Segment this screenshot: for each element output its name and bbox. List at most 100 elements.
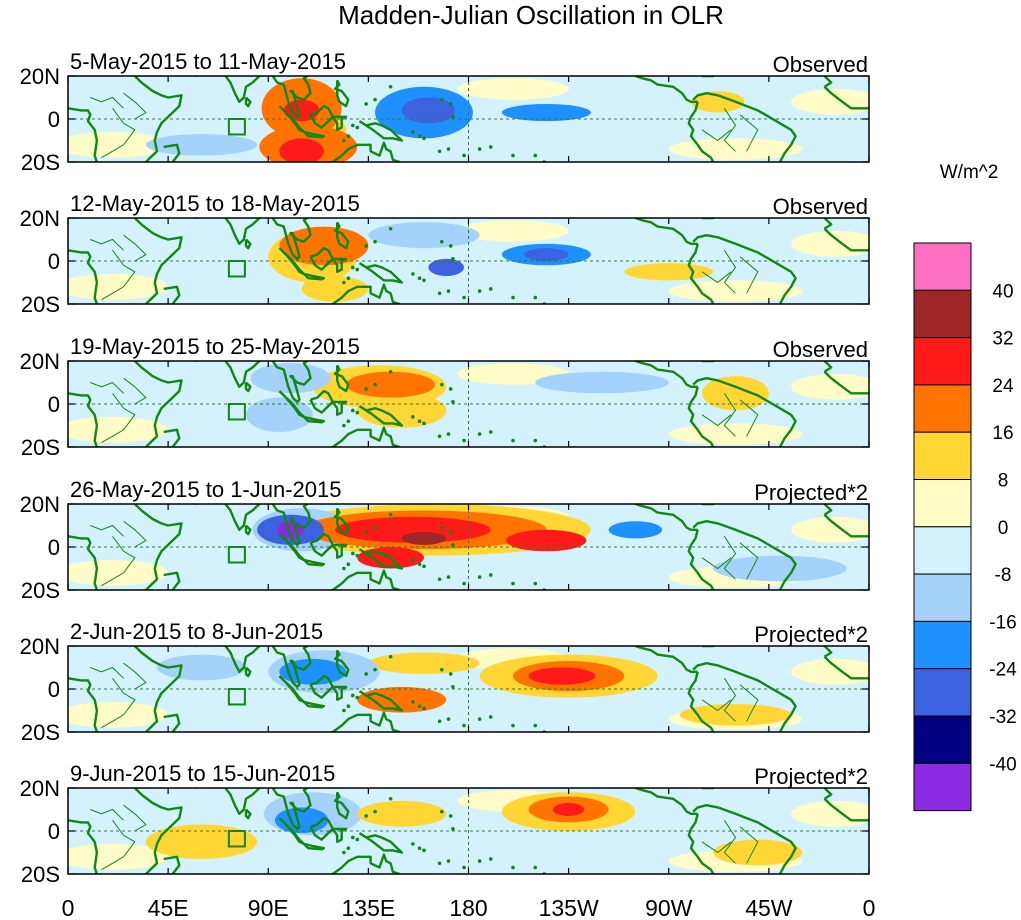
colorbar-label: -8 — [995, 565, 1012, 586]
lon-tick-label: 180 — [449, 895, 487, 920]
colorbar-segment — [913, 431, 972, 481]
anomaly-blob — [506, 529, 587, 552]
colorbar-segment — [913, 526, 972, 575]
panel-date-range: 19-May-2015 to 25-May-2015 — [70, 334, 360, 359]
islands — [342, 369, 546, 447]
anomaly-blob — [535, 371, 669, 394]
anomaly-blob — [346, 371, 436, 398]
colorbar-label: 24 — [992, 376, 1014, 397]
lon-tick-label: 90E — [248, 895, 289, 920]
anomaly-blob — [428, 258, 465, 277]
anomaly-blob — [457, 220, 569, 242]
panel-kind: Projected*2 — [754, 764, 868, 789]
longitude-axis: 0 45E 90E 135E 180 135W 90W 45W 0 — [62, 895, 876, 920]
olr-field — [68, 788, 869, 874]
olr-field — [68, 504, 869, 590]
panel-date-range: 2-Jun-2015 to 8-Jun-2015 — [70, 619, 323, 644]
islands — [342, 654, 546, 732]
colorbar-segment — [913, 337, 972, 386]
anomaly-blob — [713, 555, 847, 582]
lat-label: 20S — [21, 720, 60, 745]
panels-group: 20N 0 20S 5-May-2015 to 11-May-2015 Observed… — [20, 49, 870, 887]
anomaly-blob — [68, 843, 169, 870]
colorbar-segment — [913, 668, 972, 717]
colorbar-label: -32 — [989, 707, 1016, 728]
anomaly-blob — [68, 131, 169, 158]
borders — [90, 804, 759, 871]
borders — [90, 662, 759, 729]
lat-label: 20S — [21, 150, 60, 175]
colorbar-segment — [913, 242, 972, 291]
anomaly-blob — [279, 138, 324, 162]
colorbar-segment — [913, 620, 972, 670]
panel-5: 20N 0 20S 2-Jun-2015 to 8-Jun-2015 Projected… — [20, 619, 870, 745]
lon-tick-label: 0 — [863, 895, 876, 920]
anomaly-blob — [401, 97, 456, 124]
panel-date-range: 9-Jun-2015 to 15-Jun-2015 — [70, 761, 335, 786]
lat-label: 0 — [48, 819, 60, 844]
anomaly-blob — [553, 803, 585, 816]
anomaly-blob — [791, 516, 869, 543]
anomaly-blob — [691, 91, 745, 113]
anomaly-blob — [246, 397, 313, 432]
lon-tick-label: 135E — [342, 895, 396, 920]
anomaly-blob — [145, 134, 258, 156]
panel-date-range: 12-May-2015 to 18-May-2015 — [70, 191, 360, 216]
colorbar-label: 16 — [992, 423, 1013, 444]
colorbar-label: 40 — [992, 281, 1013, 302]
coastlines — [68, 218, 869, 304]
lat-label: 0 — [48, 107, 60, 132]
lon-tick-label: 90W — [645, 895, 693, 920]
anomaly-blob — [68, 701, 169, 728]
borders — [90, 377, 759, 444]
anomaly-blob — [791, 88, 869, 115]
colorbar-label: -24 — [989, 660, 1017, 681]
anomaly-blob — [791, 230, 869, 257]
colorbar-label: -16 — [989, 612, 1016, 633]
islands — [342, 796, 546, 874]
figure-title: Madden-Julian Oscillation in OLR — [338, 0, 724, 30]
lat-label: 20S — [21, 578, 60, 603]
borders — [90, 92, 759, 159]
panel-date-range: 5-May-2015 to 11-May-2015 — [70, 49, 346, 74]
colorbar-segment — [913, 573, 972, 622]
lat-label: 0 — [48, 249, 60, 274]
panel-kind: Projected*2 — [754, 622, 868, 647]
olr-field — [68, 361, 869, 447]
panel-date-range: 26-May-2015 to 1-Jun-2015 — [70, 477, 342, 502]
anomaly-blob — [335, 516, 491, 543]
anomaly-blob — [368, 652, 480, 674]
lat-label: 20N — [20, 492, 60, 517]
panel-kind: Observed — [773, 194, 868, 219]
borders — [90, 234, 759, 301]
olr-field — [68, 76, 869, 162]
anomaly-blob — [608, 521, 663, 539]
lat-label: 20S — [21, 862, 60, 887]
panel-3: 20N 0 20S 19-May-2015 to 25-May-2015 Observe… — [20, 334, 870, 460]
lat-label: 20S — [21, 292, 60, 317]
anomaly-blob — [250, 363, 331, 394]
lat-label: 20N — [20, 206, 60, 231]
lon-tick-label: 45E — [148, 895, 189, 920]
anomaly-blob — [791, 800, 869, 827]
anomaly-blob — [668, 280, 803, 302]
coastlines — [68, 646, 869, 732]
anomaly-blob — [791, 373, 869, 400]
anomaly-blob — [68, 559, 169, 586]
colorbar: W/m^2 40 32 24 16 8 0 -8 -16 -24 -32 -40 — [913, 162, 1017, 812]
anomaly-blob — [524, 248, 569, 261]
anomaly-blob — [357, 800, 447, 827]
coastlines — [68, 361, 869, 447]
anomaly-blob — [702, 376, 769, 411]
anomaly-blob — [68, 273, 169, 300]
olr-field — [68, 646, 869, 732]
anomaly-blob — [501, 103, 591, 122]
colorbar-label: 8 — [998, 471, 1009, 492]
colorbar-segment — [913, 762, 972, 812]
anomaly-blob — [301, 276, 369, 302]
anomaly-blob — [279, 226, 369, 266]
anomaly-blob — [624, 263, 714, 281]
anomaly-blob — [68, 416, 169, 443]
coastlines — [68, 788, 869, 874]
colorbar-label: -40 — [989, 754, 1016, 775]
